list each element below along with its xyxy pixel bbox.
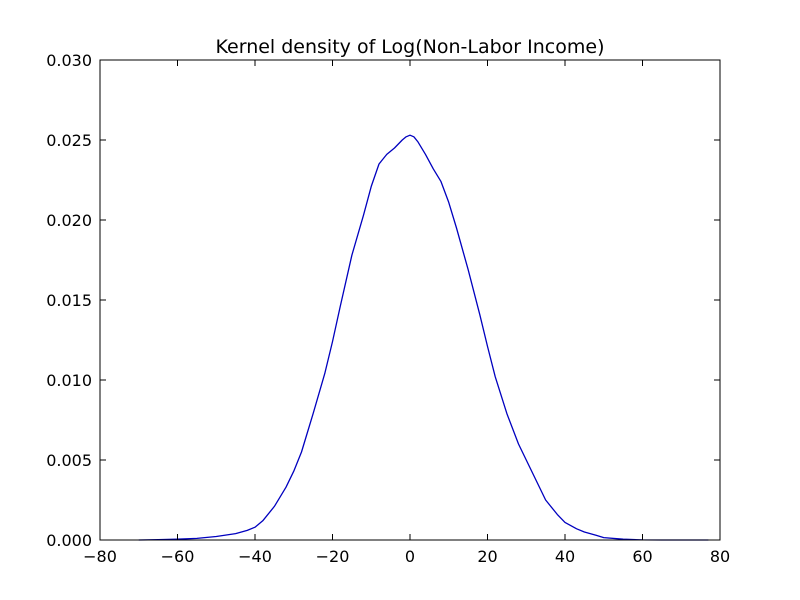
x-tick-label: 40 xyxy=(555,547,575,566)
x-tick-label: −60 xyxy=(161,547,195,566)
y-tick-label: 0.020 xyxy=(46,211,92,230)
x-tick-label: −80 xyxy=(83,547,117,566)
chart-title: Kernel density of Log(Non-Labor Income) xyxy=(216,36,605,58)
x-tick-label: 80 xyxy=(710,547,730,566)
x-tick-label: 0 xyxy=(405,547,415,566)
density-line-0 xyxy=(138,134,709,541)
y-tick-label: 0.005 xyxy=(46,451,92,470)
y-tick-label: 0.015 xyxy=(46,291,92,310)
x-tick-label: 20 xyxy=(477,547,497,566)
x-tick-label: −40 xyxy=(238,547,272,566)
y-tick-label: 0.000 xyxy=(46,531,92,550)
y-tick-label: 0.010 xyxy=(46,371,92,390)
y-tick-label: 0.030 xyxy=(46,51,92,70)
x-tick-label: 60 xyxy=(632,547,652,566)
plot-area: −80 −60 −40 −20 0 20 40 60 80 0.000 0.005 0.010 0.01… xyxy=(46,51,730,566)
y-tick-label: 0.025 xyxy=(46,131,92,150)
x-tick-label: −20 xyxy=(316,547,350,566)
